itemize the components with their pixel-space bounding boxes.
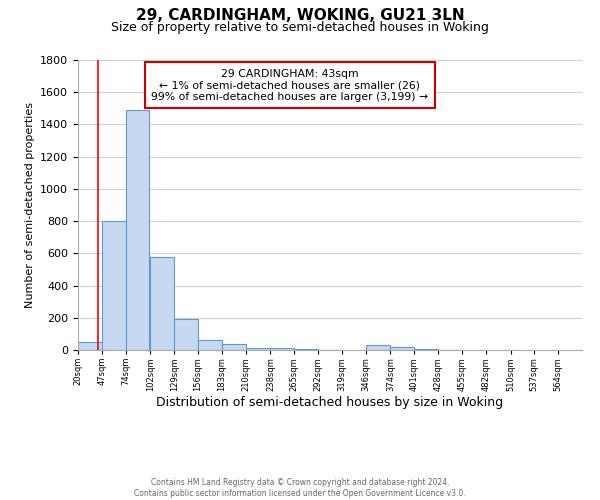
Text: Contains HM Land Registry data © Crown copyright and database right 2024.
Contai: Contains HM Land Registry data © Crown c…: [134, 478, 466, 498]
Bar: [222, 344, 246, 350]
Bar: [271, 348, 294, 350]
Bar: [366, 345, 389, 350]
Bar: [174, 320, 198, 350]
Bar: [294, 349, 318, 350]
Y-axis label: Number of semi-detached properties: Number of semi-detached properties: [25, 102, 35, 308]
Text: 29 CARDINGHAM: 43sqm
← 1% of semi-detached houses are smaller (26)
99% of semi-d: 29 CARDINGHAM: 43sqm ← 1% of semi-detach…: [151, 68, 428, 102]
Bar: [151, 256, 174, 350]
Bar: [414, 349, 438, 350]
Bar: [198, 340, 222, 350]
Text: Size of property relative to semi-detached houses in Woking: Size of property relative to semi-detach…: [111, 21, 489, 34]
Bar: [102, 221, 125, 350]
Bar: [246, 348, 269, 350]
X-axis label: Distribution of semi-detached houses by size in Woking: Distribution of semi-detached houses by …: [157, 396, 503, 409]
Bar: [391, 347, 414, 350]
Bar: [125, 110, 149, 350]
Bar: [78, 342, 102, 350]
Text: 29, CARDINGHAM, WOKING, GU21 3LN: 29, CARDINGHAM, WOKING, GU21 3LN: [136, 8, 464, 22]
